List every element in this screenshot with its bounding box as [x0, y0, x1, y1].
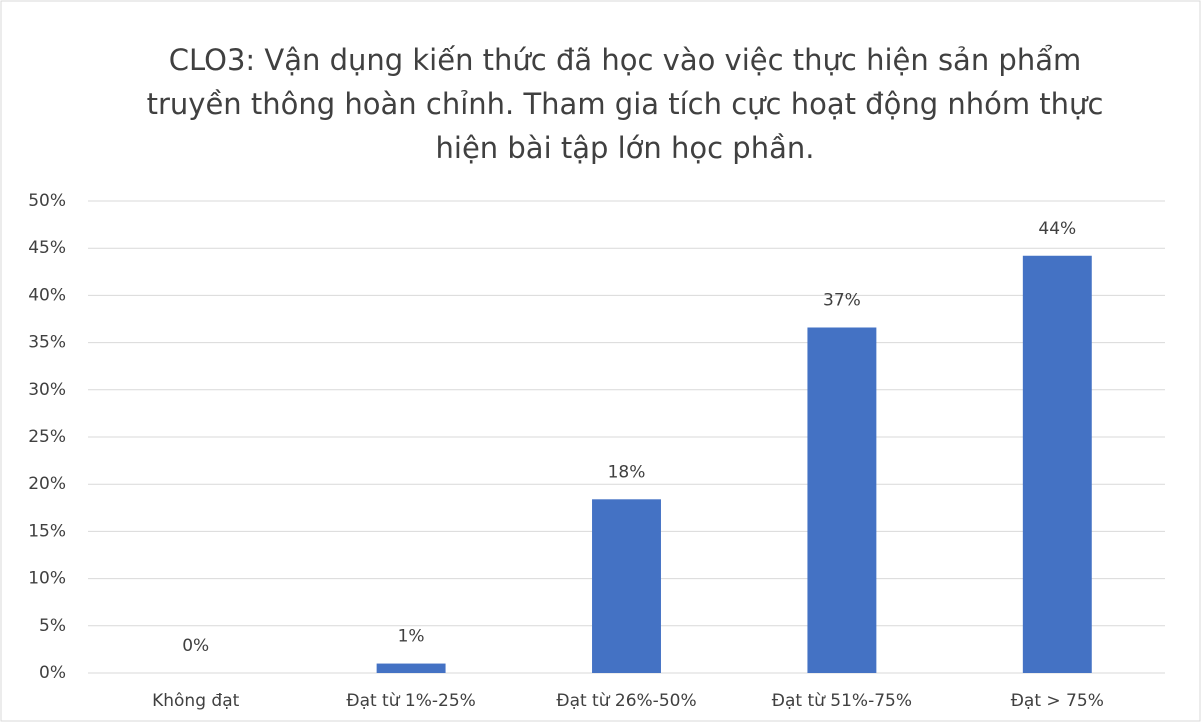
- data-label: 18%: [608, 462, 646, 482]
- bar: [807, 327, 877, 673]
- x-tick-label: Đạt từ 1%-25%: [346, 691, 475, 711]
- y-tick-label: 15%: [28, 521, 66, 541]
- y-tick-label: 10%: [28, 569, 66, 589]
- chart-title: CLO3: Vận dụng kiến thức đã học vào việc…: [146, 43, 1104, 165]
- data-label: 0%: [182, 636, 209, 656]
- x-tick-label: Không đạt: [152, 691, 240, 711]
- bar: [592, 499, 661, 673]
- y-tick-label: 0%: [39, 663, 66, 683]
- bar: [376, 663, 446, 673]
- y-tick-label: 25%: [28, 427, 66, 447]
- y-tick-label: 45%: [28, 238, 66, 258]
- y-tick-label: 35%: [28, 333, 66, 353]
- y-tick-label: 50%: [28, 191, 66, 211]
- data-label: 37%: [823, 290, 861, 310]
- y-tick-label: 30%: [28, 380, 66, 400]
- y-tick-label: 5%: [39, 616, 66, 636]
- data-label: 1%: [398, 627, 425, 647]
- x-tick-label: Đạt từ 26%-50%: [556, 691, 696, 711]
- y-tick-label: 20%: [28, 474, 66, 494]
- x-tick-label: Đạt từ 51%-75%: [772, 691, 912, 711]
- data-label: 44%: [1038, 219, 1076, 239]
- x-tick-label: Đạt > 75%: [1011, 691, 1104, 711]
- bar: [1022, 255, 1092, 673]
- y-tick-label: 40%: [28, 285, 66, 305]
